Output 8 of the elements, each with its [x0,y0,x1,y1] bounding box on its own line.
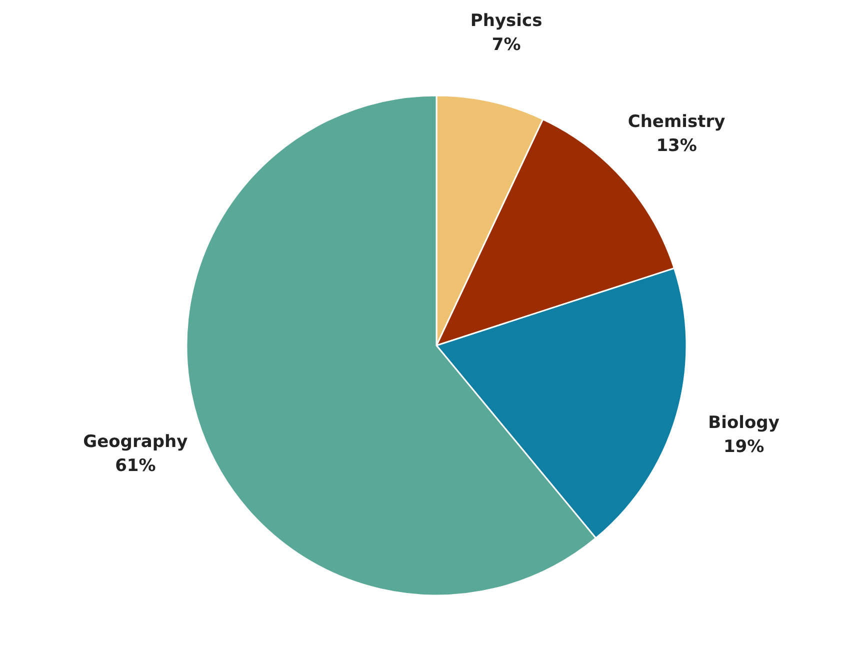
data-label: 19% [723,436,764,457]
slice-label: Physics [470,11,542,32]
data-label: 7% [492,35,521,56]
slice-label: Geography [83,432,188,452]
data-label: 61% [115,456,156,476]
slice-label: Biology [708,412,780,433]
data-label: 13% [656,136,697,156]
slice-label: Chemistry [628,112,726,132]
